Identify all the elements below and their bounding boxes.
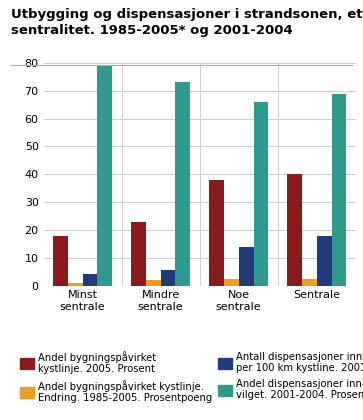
Bar [239,247,253,286]
Bar [53,236,68,286]
Bar [302,278,317,286]
Text: Utbygging og dispensasjoner i strandsonen, etter
sentralitet. 1985-2005* og 2001: Utbygging og dispensasjoner i strandsone… [11,8,363,37]
Bar [317,236,331,286]
Bar [287,174,302,286]
Bar [131,222,146,286]
Bar [83,275,97,286]
Bar [253,102,268,286]
Bar [68,283,83,286]
Legend: Andel bygningspåvirket
kystlinje. 2005. Prosent, Andel bygningspåvirket kystlinj: Andel bygningspåvirket kystlinje. 2005. … [20,351,363,403]
Bar [160,270,175,286]
Bar [331,94,346,286]
Bar [97,66,112,286]
Bar [146,280,160,286]
Bar [209,180,224,286]
Bar [175,82,190,286]
Bar [224,278,239,286]
